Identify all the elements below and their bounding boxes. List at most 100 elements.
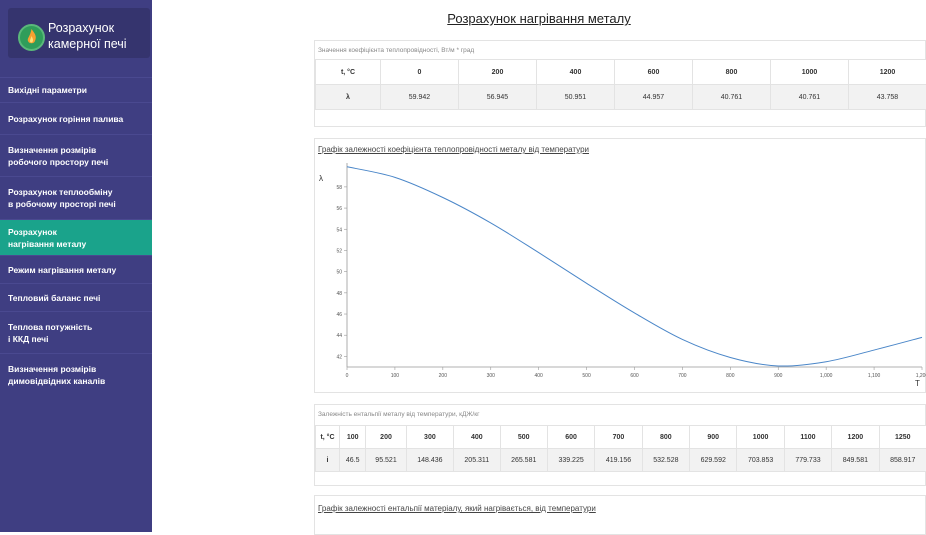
main-content: Розрахунок нагрівання металу Значення ко… xyxy=(152,0,926,532)
y-tick-label: 46 xyxy=(336,312,342,318)
table2-header-cell: 700 xyxy=(595,426,642,449)
enthalpy-table-card: Залежність ентальпії металу від температ… xyxy=(314,404,926,486)
y-tick-label: 58 xyxy=(336,185,342,191)
sidebar-item-5[interactable]: Режим нагрівання металу xyxy=(0,255,152,283)
conductivity-table-caption: Значення коефіцієнта теплопровідності, В… xyxy=(318,47,474,54)
x-tick-label: 600 xyxy=(630,373,639,379)
table1-header-cell: 600 xyxy=(615,60,693,85)
table1-value-cell: 56.945 xyxy=(459,85,537,110)
table1-value-cell: 50.951 xyxy=(537,85,615,110)
table2-header-cell: 400 xyxy=(454,426,500,449)
sidebar-item-label-line1: Розрахунок xyxy=(8,226,86,238)
y-tick-label: 42 xyxy=(336,354,342,360)
sidebar-item-label: Розрахунок горіння палива xyxy=(8,113,123,125)
x-tick-label: 400 xyxy=(534,373,543,379)
table2-value-cell: 265.581 xyxy=(500,449,547,472)
table2-value-cell: 419.156 xyxy=(595,449,642,472)
table2-value-cell: 339.225 xyxy=(547,449,594,472)
y-tick-label: 50 xyxy=(336,270,342,276)
app-logo-block[interactable]: Розрахунок камерної печі xyxy=(8,8,150,58)
y-axis-label: λ xyxy=(319,174,323,183)
table1-header-cell: 200 xyxy=(459,60,537,85)
x-axis-label: T xyxy=(915,379,920,388)
enthalpy-chart-title: Графік залежності ентальпії матеріалу, я… xyxy=(318,504,596,513)
table1-header-cell: 0 xyxy=(381,60,459,85)
table2-value-cell: 629.592 xyxy=(690,449,737,472)
y-tick-label: 52 xyxy=(336,248,342,254)
table2-row-label: i xyxy=(316,449,340,472)
table2-header-label: t, °C xyxy=(316,426,340,449)
table2-value-cell: 205.311 xyxy=(454,449,500,472)
sidebar: Розрахунок камерної печі Вихідні парамет… xyxy=(0,0,152,532)
table2-header-cell: 1100 xyxy=(784,426,831,449)
table2-header-cell: 300 xyxy=(406,426,453,449)
table1-value-cell: 40.761 xyxy=(693,85,771,110)
sidebar-item-label-line2: димовідвідних каналів xyxy=(8,375,105,387)
page-title: Розрахунок нагрівання металу xyxy=(152,11,926,26)
app-title-line2: камерної печі xyxy=(48,36,127,52)
x-tick-label: 700 xyxy=(678,373,687,379)
sidebar-item-label-line1: Визначення розмірів xyxy=(8,363,105,375)
enthalpy-table-caption: Залежність ентальпії металу від температ… xyxy=(318,411,479,418)
table2-value-cell: 779.733 xyxy=(784,449,831,472)
sidebar-item-label-line2: в робочому просторі печі xyxy=(8,198,116,210)
table2-value-cell: 703.853 xyxy=(737,449,784,472)
series-line xyxy=(347,167,922,366)
table2-header-cell: 100 xyxy=(340,426,366,449)
y-tick-label: 44 xyxy=(336,333,342,339)
sidebar-item-label-line1: Розрахунок горіння палива xyxy=(8,113,123,125)
x-tick-label: 500 xyxy=(582,373,591,379)
sidebar-item-label-line2: нагрівання металу xyxy=(8,238,86,250)
sidebar-item-label: Режим нагрівання металу xyxy=(8,264,116,276)
x-tick-label: 900 xyxy=(774,373,783,379)
conductivity-table-card: Значення коефіцієнта теплопровідності, В… xyxy=(314,40,926,127)
app-title: Розрахунок камерної печі xyxy=(48,20,127,52)
sidebar-item-label: Тепловий баланс печі xyxy=(8,292,100,304)
sidebar-item-6[interactable]: Тепловий баланс печі xyxy=(0,283,152,311)
table2-value-cell: 95.521 xyxy=(366,449,406,472)
sidebar-item-label-line1: Теплова потужність xyxy=(8,321,92,333)
sidebar-item-0[interactable]: Вихідні параметри xyxy=(0,77,152,102)
table1-header-cell: 400 xyxy=(537,60,615,85)
x-tick-label: 200 xyxy=(439,373,448,379)
x-tick-label: 800 xyxy=(726,373,735,379)
x-tick-label: 100 xyxy=(391,373,400,379)
x-tick-label: 300 xyxy=(487,373,496,379)
sidebar-item-label-line1: Тепловий баланс печі xyxy=(8,292,100,304)
table2-value-cell: 148.436 xyxy=(406,449,453,472)
table2-value-cell: 46.5 xyxy=(340,449,366,472)
table2-header-cell: 500 xyxy=(500,426,547,449)
y-tick-label: 48 xyxy=(336,291,342,297)
table2-header-cell: 600 xyxy=(547,426,594,449)
sidebar-item-label-line2: і ККД печі xyxy=(8,333,92,345)
conductivity-chart-card: Графік залежності коефіцієнта теплопрові… xyxy=(314,138,926,393)
table2-header-cell: 1200 xyxy=(832,426,879,449)
sidebar-item-label-line2: робочого простору печі xyxy=(8,156,108,168)
sidebar-item-label-line1: Режим нагрівання металу xyxy=(8,264,116,276)
table1-value-cell: 44.957 xyxy=(615,85,693,110)
flame-icon xyxy=(18,24,45,51)
table1-value-cell: 43.758 xyxy=(849,85,926,110)
enthalpy-chart-card: Графік залежності ентальпії матеріалу, я… xyxy=(314,495,926,535)
sidebar-item-label-line1: Розрахунок теплообміну xyxy=(8,186,116,198)
table2-header-cell: 200 xyxy=(366,426,406,449)
sidebar-item-1[interactable]: Розрахунок горіння палива xyxy=(0,102,152,134)
table2-header-cell: 800 xyxy=(642,426,689,449)
table1-row-label: λ xyxy=(316,85,381,110)
table2-header-cell: 900 xyxy=(690,426,737,449)
table2-value-cell: 858.917 xyxy=(879,449,926,472)
y-tick-label: 56 xyxy=(336,206,342,212)
